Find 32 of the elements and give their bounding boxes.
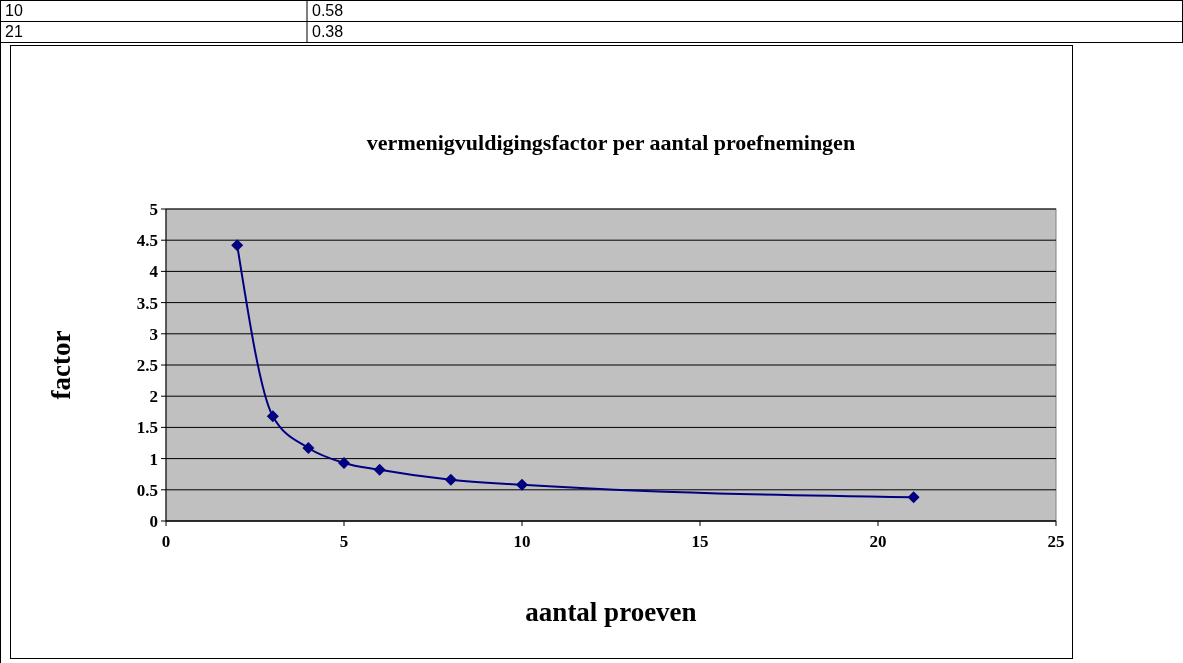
- chart-title: vermenigvuldigingsfactor per aantal proefnemingen: [366, 130, 856, 155]
- point: [907, 491, 920, 504]
- y-tick-label: 0.5: [136, 480, 158, 500]
- y-tick-label: 5: [149, 199, 158, 219]
- y-tick-label: 1: [149, 449, 158, 469]
- text: 0.38: [312, 23, 344, 40]
- text: 21: [5, 23, 23, 40]
- y-tick-label: 4.5: [136, 231, 158, 251]
- x-axis-title: aantal proeven: [525, 597, 697, 627]
- y-tick-label: 2.5: [136, 355, 158, 375]
- point: [338, 456, 350, 469]
- x-tick-label: 25: [1047, 532, 1065, 551]
- point: [302, 441, 315, 454]
- y-tick-label: 3.5: [136, 293, 158, 313]
- point: [373, 463, 386, 476]
- x-tick-label: 10: [513, 532, 531, 551]
- y-tick-label: 2: [149, 387, 158, 407]
- x-tick-label: 0: [161, 532, 171, 551]
- y-tick-label: 4: [149, 262, 159, 282]
- x-tick-label: 20: [869, 532, 887, 551]
- y-tick-label: 1.5: [136, 418, 158, 438]
- y-tick-label: 0: [149, 511, 158, 531]
- y-axis-title: factor: [46, 330, 76, 400]
- x-tick-label: 15: [691, 532, 709, 551]
- text: 0.58: [312, 2, 344, 19]
- point: [516, 478, 528, 491]
- y-tick-label: 3: [149, 324, 158, 344]
- text: 10: [5, 2, 23, 19]
- point: [231, 239, 244, 252]
- x-tick-label: 5: [339, 532, 349, 551]
- point: [266, 410, 279, 423]
- point: [444, 473, 457, 486]
